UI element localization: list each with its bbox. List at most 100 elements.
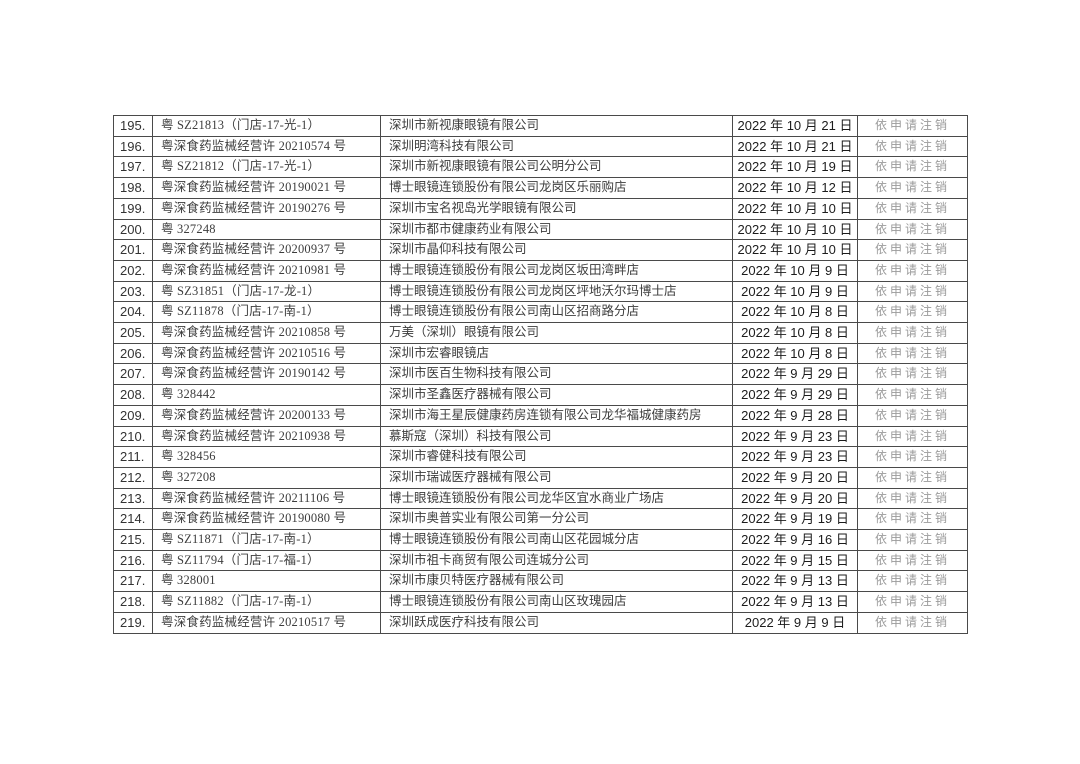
license-number-cell: 粤深食药监械经营许 20210516 号 (152, 342, 381, 365)
row-number-cell: 195. (113, 115, 153, 137)
row-number-cell: 199. (113, 197, 153, 220)
company-name-cell: 博士眼镜连锁股份有限公司南山区花园城分店 (380, 529, 733, 551)
company-name-cell: 深圳市都市健康药业有限公司 (380, 218, 733, 241)
table-row: 206. 粤深食药监械经营许 20210516 号 深圳市宏睿眼镜店 2022 … (113, 342, 968, 365)
license-number-cell: 粤 328442 (152, 384, 381, 406)
table-row: 202. 粤深食药监械经营许 20210981 号 博士眼镜连锁股份有限公司龙岗… (113, 259, 968, 282)
cancel-date-cell: 2022 年 9 月 9 日 (732, 611, 858, 634)
cancel-date-cell: 2022 年 10 月 8 日 (732, 342, 858, 365)
row-number-cell: 196. (113, 135, 153, 158)
cancel-date-cell: 2022 年 10 月 9 日 (732, 259, 858, 282)
table-row: 201. 粤深食药监械经营许 20200937 号 深圳市晶仰科技有限公司 20… (113, 239, 968, 261)
company-name-cell: 深圳市新视康眼镜有限公司 (380, 115, 733, 137)
table-row: 211. 粤 328456 深圳市睿健科技有限公司 2022 年 9 月 23 … (113, 446, 968, 468)
cancel-date-cell: 2022 年 9 月 16 日 (732, 529, 858, 551)
company-name-cell: 深圳市睿健科技有限公司 (380, 446, 733, 468)
license-number-cell: 粤 327248 (152, 218, 381, 241)
cancel-date-cell: 2022 年 9 月 29 日 (732, 384, 858, 406)
license-number-cell: 粤 SZ21812（门店-17-光-1） (152, 156, 381, 179)
row-number-cell: 204. (113, 301, 153, 324)
cancel-date-cell: 2022 年 10 月 8 日 (732, 301, 858, 324)
row-number-cell: 198. (113, 177, 153, 199)
row-number-cell: 219. (113, 611, 153, 634)
row-number-cell: 216. (113, 549, 153, 572)
company-name-cell: 深圳市圣鑫医疗器械有限公司 (380, 384, 733, 406)
company-name-cell: 博士眼镜连锁股份有限公司龙华区宜水商业广场店 (380, 487, 733, 510)
company-name-cell: 博士眼镜连锁股份有限公司龙岗区坪地沃尔玛博士店 (380, 280, 733, 303)
table-row: 203. 粤 SZ31851（门店-17-龙-1） 博士眼镜连锁股份有限公司龙岗… (113, 280, 968, 303)
cancel-reason-cell: 依申请注销 (857, 570, 968, 593)
license-number-cell: 粤 328456 (152, 446, 381, 468)
cancel-reason-cell: 依申请注销 (857, 259, 968, 282)
license-number-cell: 粤深食药监械经营许 20200133 号 (152, 404, 381, 427)
cancel-reason-cell: 依申请注销 (857, 446, 968, 468)
license-number-cell: 粤 SZ11882（门店-17-南-1） (152, 591, 381, 613)
license-cancellation-table: 195. 粤 SZ21813（门店-17-光-1） 深圳市新视康眼镜有限公司 2… (113, 115, 968, 634)
cancel-reason-cell: 依申请注销 (857, 197, 968, 220)
table-body: 195. 粤 SZ21813（门店-17-光-1） 深圳市新视康眼镜有限公司 2… (113, 115, 968, 634)
row-number-cell: 217. (113, 570, 153, 593)
license-number-cell: 粤深食药监械经营许 20190276 号 (152, 197, 381, 220)
company-name-cell: 深圳市奥普实业有限公司第一分公司 (380, 508, 733, 531)
cancel-reason-cell: 依申请注销 (857, 404, 968, 427)
table-row: 204. 粤 SZ11878（门店-17-南-1） 博士眼镜连锁股份有限公司南山… (113, 301, 968, 324)
license-number-cell: 粤 SZ11794（门店-17-福-1） (152, 549, 381, 572)
cancel-date-cell: 2022 年 10 月 9 日 (732, 280, 858, 303)
cancel-date-cell: 2022 年 10 月 21 日 (732, 135, 858, 158)
table-row: 195. 粤 SZ21813（门店-17-光-1） 深圳市新视康眼镜有限公司 2… (113, 115, 968, 137)
license-number-cell: 粤深食药监械经营许 20190080 号 (152, 508, 381, 531)
cancel-date-cell: 2022 年 10 月 12 日 (732, 177, 858, 199)
cancel-date-cell: 2022 年 10 月 10 日 (732, 218, 858, 241)
row-number-cell: 200. (113, 218, 153, 241)
license-number-cell: 粤深食药监械经营许 20210981 号 (152, 259, 381, 282)
cancel-reason-cell: 依申请注销 (857, 384, 968, 406)
license-number-cell: 粤深食药监械经营许 20200937 号 (152, 239, 381, 261)
license-number-cell: 粤 SZ11871（门店-17-南-1） (152, 529, 381, 551)
company-name-cell: 博士眼镜连锁股份有限公司南山区玫瑰园店 (380, 591, 733, 613)
table-row: 219. 粤深食药监械经营许 20210517 号 深圳跃成医疗科技有限公司 2… (113, 611, 968, 634)
license-number-cell: 粤 328001 (152, 570, 381, 593)
cancel-date-cell: 2022 年 10 月 10 日 (732, 197, 858, 220)
cancel-reason-cell: 依申请注销 (857, 156, 968, 179)
table-row: 218. 粤 SZ11882（门店-17-南-1） 博士眼镜连锁股份有限公司南山… (113, 591, 968, 613)
cancel-reason-cell: 依申请注销 (857, 549, 968, 572)
company-name-cell: 深圳市晶仰科技有限公司 (380, 239, 733, 261)
cancel-date-cell: 2022 年 9 月 28 日 (732, 404, 858, 427)
row-number-cell: 214. (113, 508, 153, 531)
cancel-reason-cell: 依申请注销 (857, 301, 968, 324)
company-name-cell: 深圳跃成医疗科技有限公司 (380, 611, 733, 634)
table-row: 217. 粤 328001 深圳市康贝特医疗器械有限公司 2022 年 9 月 … (113, 570, 968, 593)
table-row: 215. 粤 SZ11871（门店-17-南-1） 博士眼镜连锁股份有限公司南山… (113, 529, 968, 551)
cancel-date-cell: 2022 年 10 月 8 日 (732, 322, 858, 344)
table-row: 197. 粤 SZ21812（门店-17-光-1） 深圳市新视康眼镜有限公司公明… (113, 156, 968, 179)
cancel-date-cell: 2022 年 9 月 19 日 (732, 508, 858, 531)
row-number-cell: 212. (113, 466, 153, 489)
cancel-date-cell: 2022 年 10 月 21 日 (732, 115, 858, 137)
company-name-cell: 深圳市医百生物科技有限公司 (380, 363, 733, 386)
company-name-cell: 深圳市宏睿眼镜店 (380, 342, 733, 365)
row-number-cell: 206. (113, 342, 153, 365)
table-row: 213. 粤深食药监械经营许 20211106 号 博士眼镜连锁股份有限公司龙华… (113, 487, 968, 510)
cancel-reason-cell: 依申请注销 (857, 177, 968, 199)
cancel-reason-cell: 依申请注销 (857, 280, 968, 303)
cancel-reason-cell: 依申请注销 (857, 239, 968, 261)
cancel-reason-cell: 依申请注销 (857, 466, 968, 489)
row-number-cell: 197. (113, 156, 153, 179)
license-number-cell: 粤深食药监械经营许 20210517 号 (152, 611, 381, 634)
license-number-cell: 粤深食药监械经营许 20210938 号 (152, 425, 381, 448)
cancel-date-cell: 2022 年 9 月 20 日 (732, 487, 858, 510)
row-number-cell: 201. (113, 239, 153, 261)
table-row: 207. 粤深食药监械经营许 20190142 号 深圳市医百生物科技有限公司 … (113, 363, 968, 386)
cancel-reason-cell: 依申请注销 (857, 342, 968, 365)
table-row: 208. 粤 328442 深圳市圣鑫医疗器械有限公司 2022 年 9 月 2… (113, 384, 968, 406)
cancel-reason-cell: 依申请注销 (857, 115, 968, 137)
cancel-date-cell: 2022 年 9 月 15 日 (732, 549, 858, 572)
license-number-cell: 粤深食药监械经营许 20210858 号 (152, 322, 381, 344)
license-number-cell: 粤 SZ21813（门店-17-光-1） (152, 115, 381, 137)
table-row: 212. 粤 327208 深圳市瑞诚医疗器械有限公司 2022 年 9 月 2… (113, 466, 968, 489)
table-row: 216. 粤 SZ11794（门店-17-福-1） 深圳市祖卡商贸有限公司连城分… (113, 549, 968, 572)
company-name-cell: 深圳市瑞诚医疗器械有限公司 (380, 466, 733, 489)
row-number-cell: 209. (113, 404, 153, 427)
license-number-cell: 粤 327208 (152, 466, 381, 489)
cancel-reason-cell: 依申请注销 (857, 591, 968, 613)
